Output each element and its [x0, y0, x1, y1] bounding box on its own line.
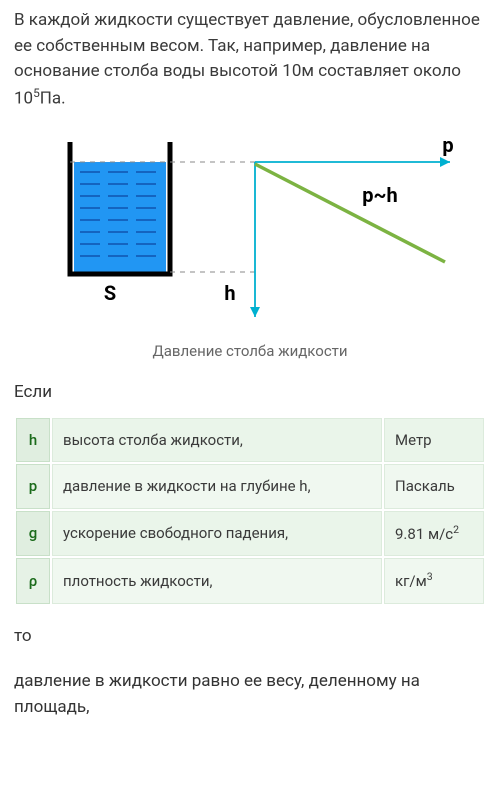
table-row: gускорение свободного падения,9.81 м/с2 — [16, 511, 484, 557]
symbol-cell: g — [16, 511, 50, 557]
unit-cell: Паскаль — [384, 464, 484, 509]
description-cell: высота столба жидкости, — [52, 418, 382, 463]
intro-pre: В каждой жидкости существует давление, о… — [14, 10, 480, 108]
diagram-caption: Давление столба жидкости — [14, 340, 486, 363]
table-row: ρплотность жидкости,кг/м3 — [16, 558, 484, 604]
unit-cell: Метр — [384, 418, 484, 463]
h-axis-arrow — [250, 307, 260, 317]
p-axis-arrow — [440, 157, 450, 167]
symbol-cell: h — [16, 418, 50, 463]
then-label: то — [14, 624, 486, 650]
label-relation: p~h — [362, 183, 397, 207]
relation-line — [255, 164, 445, 262]
intro-post: Па. — [40, 88, 66, 108]
symbol-cell: ρ — [16, 558, 50, 604]
conclusion-text: давление в жидкости равно ее весу, делен… — [14, 669, 486, 720]
if-label: Если — [14, 380, 486, 406]
label-s: S — [104, 281, 116, 305]
axes — [250, 157, 450, 317]
unit-cell: кг/м3 — [384, 558, 484, 604]
label-h: h — [224, 281, 235, 305]
table-row: pдавление в жидкости на глубине h,Паскал… — [16, 464, 484, 509]
description-cell: плотность жидкости, — [52, 558, 382, 604]
table-row: hвысота столба жидкости,Метр — [16, 418, 484, 463]
pressure-diagram-svg: S h p p~h — [30, 132, 470, 332]
diagram: S h p p~h — [14, 132, 486, 332]
intro-sup: 5 — [33, 86, 40, 100]
label-p: p — [442, 133, 453, 157]
intro-paragraph: В каждой жидкости существует давление, о… — [14, 8, 486, 112]
description-cell: давление в жидкости на глубине h, — [52, 464, 382, 509]
unit-cell: 9.81 м/с2 — [384, 511, 484, 557]
description-cell: ускорение свободного падения, — [52, 511, 382, 557]
symbol-cell: p — [16, 464, 50, 509]
variables-table: hвысота столба жидкости,Метрpдавление в … — [14, 416, 486, 606]
